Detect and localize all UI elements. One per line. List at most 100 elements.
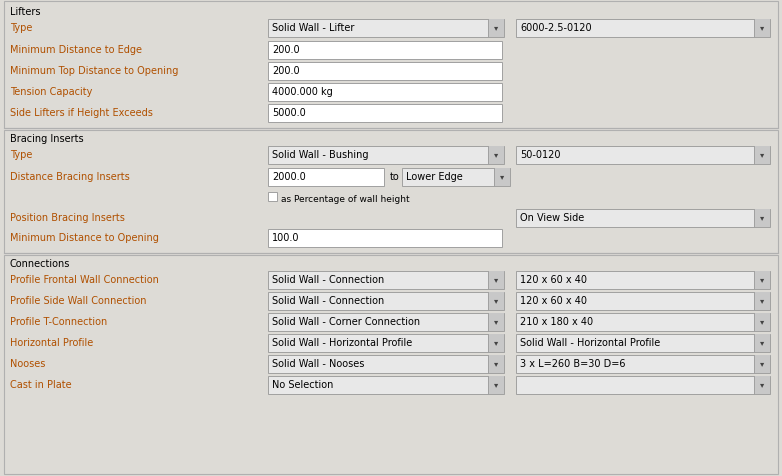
Text: ▾: ▾: [494, 359, 498, 368]
Text: Horizontal Profile: Horizontal Profile: [10, 338, 93, 348]
Bar: [488, 146, 504, 164]
Bar: [488, 376, 504, 394]
Text: ▾: ▾: [760, 317, 764, 327]
Text: ▾: ▾: [760, 150, 764, 159]
Text: Position Bracing Inserts: Position Bracing Inserts: [10, 213, 125, 223]
Text: On View Side: On View Side: [520, 213, 584, 223]
Text: 6000-2.5-0120: 6000-2.5-0120: [520, 23, 592, 33]
Text: Solid Wall - Corner Connection: Solid Wall - Corner Connection: [272, 317, 420, 327]
Text: ▾: ▾: [494, 297, 498, 306]
Text: Profile T-Connection: Profile T-Connection: [10, 317, 107, 327]
Bar: [268, 313, 504, 331]
Bar: [268, 192, 277, 201]
Text: 5000.0: 5000.0: [272, 108, 306, 118]
Bar: [488, 355, 504, 373]
Text: as Percentage of wall height: as Percentage of wall height: [281, 196, 410, 205]
Text: No Selection: No Selection: [272, 380, 333, 390]
Text: Minimum Top Distance to Opening: Minimum Top Distance to Opening: [10, 66, 178, 76]
Text: Tension Capacity: Tension Capacity: [10, 87, 92, 97]
Text: Solid Wall - Horizontal Profile: Solid Wall - Horizontal Profile: [520, 338, 660, 348]
Text: 4000.000 kg: 4000.000 kg: [272, 87, 333, 97]
Text: 200.0: 200.0: [272, 66, 300, 76]
Bar: [268, 376, 504, 394]
Text: to: to: [390, 172, 400, 182]
Text: 200.0: 200.0: [272, 45, 300, 55]
Text: Type: Type: [10, 150, 32, 160]
Text: ▾: ▾: [494, 150, 498, 159]
Bar: [516, 334, 770, 352]
Text: Connections: Connections: [10, 259, 70, 269]
Text: ▾: ▾: [500, 172, 504, 181]
Text: ▾: ▾: [760, 297, 764, 306]
Bar: [268, 355, 504, 373]
Text: 50-0120: 50-0120: [520, 150, 561, 160]
Bar: [516, 146, 770, 164]
Text: 120 x 60 x 40: 120 x 60 x 40: [520, 296, 587, 306]
Text: Minimum Distance to Opening: Minimum Distance to Opening: [10, 233, 159, 243]
Bar: [268, 62, 502, 80]
Bar: [754, 313, 770, 331]
Text: ▾: ▾: [494, 276, 498, 285]
Text: 210 x 180 x 40: 210 x 180 x 40: [520, 317, 593, 327]
Bar: [488, 334, 504, 352]
Text: ▾: ▾: [760, 359, 764, 368]
Text: Solid Wall - Bushing: Solid Wall - Bushing: [272, 150, 368, 160]
Bar: [268, 271, 504, 289]
Text: ▾: ▾: [494, 23, 498, 32]
Text: Cast in Plate: Cast in Plate: [10, 380, 72, 390]
Bar: [754, 19, 770, 37]
Bar: [268, 334, 504, 352]
Bar: [488, 19, 504, 37]
Bar: [754, 376, 770, 394]
Text: Profile Frontal Wall Connection: Profile Frontal Wall Connection: [10, 275, 159, 285]
Text: ▾: ▾: [760, 380, 764, 389]
Bar: [268, 19, 504, 37]
Bar: [516, 209, 770, 227]
Bar: [402, 168, 510, 186]
Text: ▾: ▾: [760, 214, 764, 222]
Text: 100.0: 100.0: [272, 233, 300, 243]
Bar: [516, 355, 770, 373]
Bar: [268, 41, 502, 59]
Bar: [516, 271, 770, 289]
Bar: [516, 19, 770, 37]
Text: 2000.0: 2000.0: [272, 172, 306, 182]
Text: Distance Bracing Inserts: Distance Bracing Inserts: [10, 172, 130, 182]
Bar: [268, 146, 504, 164]
Bar: [488, 292, 504, 310]
Bar: [268, 292, 504, 310]
Bar: [268, 168, 384, 186]
Bar: [4, 1, 778, 128]
Bar: [754, 209, 770, 227]
Bar: [754, 355, 770, 373]
Bar: [754, 334, 770, 352]
Bar: [494, 168, 510, 186]
Bar: [754, 146, 770, 164]
Bar: [4, 255, 778, 474]
Bar: [754, 271, 770, 289]
Text: Solid Wall - Connection: Solid Wall - Connection: [272, 296, 384, 306]
Bar: [268, 104, 502, 122]
Text: Lifters: Lifters: [10, 7, 41, 17]
Text: Type: Type: [10, 23, 32, 33]
Text: 3 x L=260 B=30 D=6: 3 x L=260 B=30 D=6: [520, 359, 626, 369]
Text: Nooses: Nooses: [10, 359, 45, 369]
Bar: [268, 229, 502, 247]
Text: Lower Edge: Lower Edge: [406, 172, 463, 182]
Text: 120 x 60 x 40: 120 x 60 x 40: [520, 275, 587, 285]
Text: ▾: ▾: [760, 276, 764, 285]
Text: Bracing Inserts: Bracing Inserts: [10, 134, 84, 144]
Text: Solid Wall - Nooses: Solid Wall - Nooses: [272, 359, 364, 369]
Text: Profile Side Wall Connection: Profile Side Wall Connection: [10, 296, 146, 306]
Text: Minimum Distance to Edge: Minimum Distance to Edge: [10, 45, 142, 55]
Bar: [516, 376, 770, 394]
Bar: [4, 130, 778, 253]
Bar: [488, 271, 504, 289]
Text: ▾: ▾: [494, 317, 498, 327]
Bar: [268, 83, 502, 101]
Bar: [754, 292, 770, 310]
Text: Solid Wall - Lifter: Solid Wall - Lifter: [272, 23, 354, 33]
Bar: [488, 313, 504, 331]
Text: ▾: ▾: [760, 23, 764, 32]
Text: ▾: ▾: [760, 338, 764, 347]
